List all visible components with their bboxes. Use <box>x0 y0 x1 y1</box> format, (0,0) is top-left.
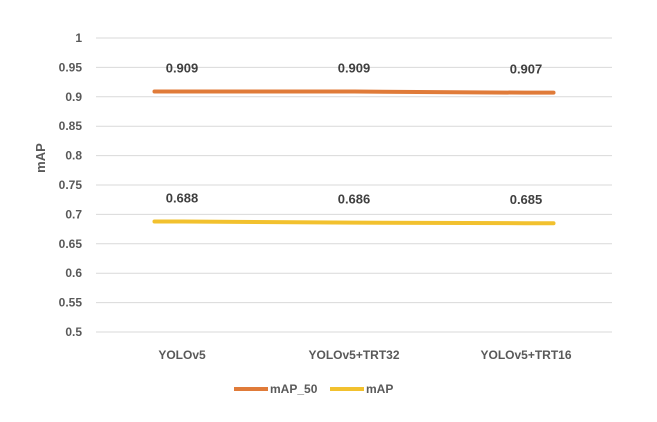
series-line-map <box>152 219 556 226</box>
y-tick-label: 0.75 <box>59 178 83 192</box>
series-line-map-50 <box>152 89 556 95</box>
y-tick-label: 0.85 <box>59 119 83 133</box>
x-tick-label: YOLOv5 <box>158 348 206 362</box>
x-tick-label: YOLOv5+TRT16 <box>480 348 571 362</box>
series-lines <box>152 89 556 226</box>
y-tick-label: 0.6 <box>65 266 82 280</box>
gridlines <box>96 37 612 333</box>
data-label: 0.907 <box>510 62 543 77</box>
y-tick-labels: 0.5 0.55 0.6 0.65 0.7 0.75 0.8 0.85 0.9 0.95 1 <box>59 31 83 339</box>
x-tick-label: YOLOv5+TRT32 <box>308 348 399 362</box>
y-tick-label: 0.55 <box>59 296 83 310</box>
y-tick-label: 0.95 <box>59 60 83 74</box>
y-tick-label: 1 <box>75 31 82 45</box>
data-label: 0.909 <box>338 61 371 76</box>
y-tick-label: 0.9 <box>65 90 82 104</box>
data-label: 0.686 <box>338 192 371 207</box>
data-label: 0.685 <box>510 192 543 207</box>
data-label: 0.909 <box>166 61 199 76</box>
legend-label: mAP <box>366 382 393 396</box>
x-tick-labels: YOLOv5 YOLOv5+TRT32 YOLOv5+TRT16 <box>158 348 572 362</box>
data-label: 0.688 <box>166 190 199 205</box>
y-tick-label: 0.7 <box>65 207 82 221</box>
y-tick-label: 0.5 <box>65 325 82 339</box>
legend-label: mAP_50 <box>270 382 318 396</box>
y-tick-label: 0.8 <box>65 149 82 163</box>
legend: mAP_50 mAP <box>234 382 393 396</box>
y-axis-title: mAP <box>33 143 48 173</box>
data-labels: 0.909 0.909 0.907 0.688 0.686 0.685 <box>166 61 543 208</box>
y-tick-label: 0.65 <box>59 237 83 251</box>
